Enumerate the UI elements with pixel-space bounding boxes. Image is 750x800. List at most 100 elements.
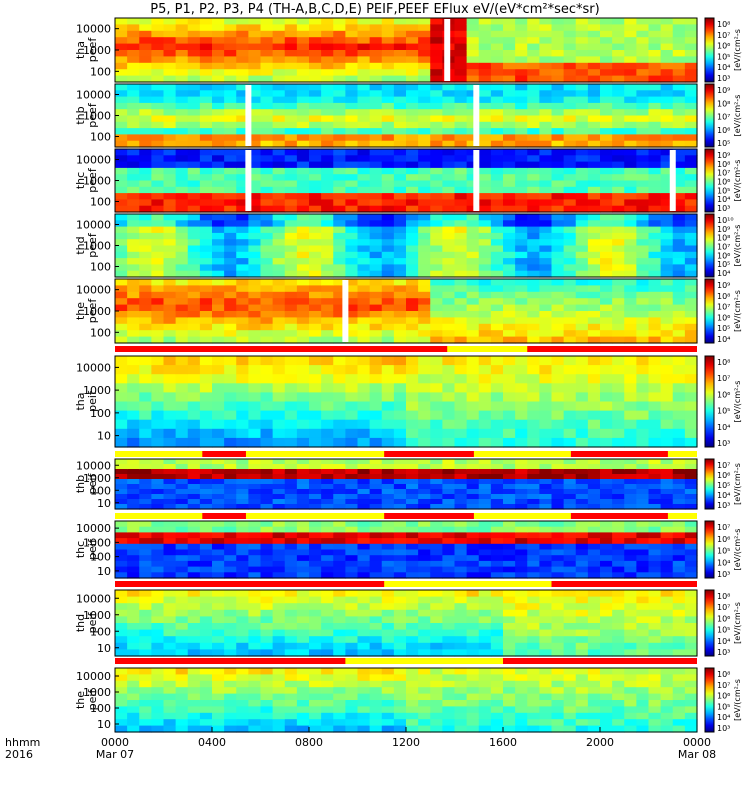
heatmap-cell [321,521,334,528]
heatmap-cell [236,24,249,32]
heatmap-cell [345,193,359,200]
heatmap-cell [224,285,237,293]
heatmap-cell [539,484,553,490]
heatmap-cell [187,459,201,465]
heatmap-cell [478,392,492,403]
heatmap-cell [224,30,237,38]
heatmap-cell [224,121,237,129]
heatmap-cell [478,636,492,644]
heatmap-cell [600,560,613,568]
heatmap-cell [636,401,650,412]
heatmap-cell [418,330,431,338]
heatmap-cell [612,69,625,77]
heatmap-cell [309,484,322,490]
heatmap-cell [515,504,528,510]
heatmap-cell [236,134,249,142]
heatmap-cell [539,532,553,539]
heatmap-cell [272,232,286,240]
heatmap-cell [430,383,443,393]
heatmap-cell [600,304,613,312]
heatmap-cell [563,174,577,182]
heatmap-cell [478,75,492,83]
heatmap-cell [236,680,249,688]
heatmap-cell [381,128,395,135]
heatmap-cell [612,56,625,64]
heatmap-cell [139,193,152,200]
heatmap-cell [163,174,177,182]
heatmap-cell [175,193,189,200]
heatmap-cell [648,56,662,64]
heatmap-cell [139,311,152,318]
heatmap-cell [563,464,577,470]
heatmap-cell [369,521,383,528]
heatmap-cell [515,479,528,485]
heatmap-cell [490,43,504,51]
heatmap-cell [539,56,553,64]
heatmap-cell [369,532,383,539]
heatmap-cell [454,251,468,259]
heatmap-cell [321,298,334,306]
heatmap-cell [684,474,698,480]
colorbar-tick-label: 10³ [717,74,730,83]
colorbar-tick-label: 10⁶ [717,178,730,187]
heatmap-cell [357,245,371,253]
heatmap-cell [369,596,383,604]
heatmap-cell [296,96,310,104]
heatmap-cell [587,56,601,64]
heatmap-cell [406,167,419,175]
heatmap-cell [612,291,625,299]
heatmap-cell [393,532,407,539]
heatmap-cell [139,504,152,510]
heatmap-cell [563,214,577,221]
heatmap-cell [393,680,407,688]
heatmap-cell [309,499,322,505]
heatmap-cell [612,155,625,163]
heatmap-cell [127,616,140,624]
heatmap-cell [600,245,613,253]
heatmap-cell [260,437,274,448]
heatmap-cell [563,712,577,720]
heatmap-cell [539,629,553,637]
heatmap-cell [648,700,662,707]
heatmap-cell [478,18,492,25]
heatmap-cell [672,616,686,624]
heatmap-cell [503,149,516,156]
heatmap-cell [527,543,540,551]
heatmap-cell [345,298,359,306]
heatmap-cell [393,50,407,57]
heatmap-cell [163,69,177,77]
heatmap-cell [515,629,528,637]
heatmap-cell [333,479,346,485]
heatmap-cell [430,693,443,701]
heatmap-cell [151,616,165,624]
heatmap-cell [187,220,201,228]
heatmap-cell [478,115,492,123]
heatmap-cell [151,102,165,110]
heatmap-cell [600,239,613,247]
heatmap-cell [175,50,189,57]
heatmap-cell [612,167,625,175]
heatmap-cell [660,549,674,556]
colorbar-tick-label: 10⁷ [717,31,730,40]
y-tick-label: 10000 [76,89,111,102]
heatmap-cell [636,489,650,495]
heatmap-cell [490,489,504,495]
heatmap-cell [406,649,419,657]
heatmap-cell [248,623,262,631]
heatmap-cell [563,526,577,533]
heatmap-cell [321,285,334,293]
heatmap-cell [575,549,589,556]
heatmap-cell [478,616,492,624]
heatmap-cell [321,687,334,695]
heatmap-cell [490,649,504,657]
heatmap-cell [321,668,334,675]
heatmap-cell [600,24,613,32]
heatmap-cell [539,383,553,393]
heatmap-cell [139,96,152,104]
heatmap-cell [236,56,249,64]
heatmap-cell [490,317,504,325]
heatmap-cell [648,258,662,265]
heatmap-cell [369,245,383,253]
heatmap-cell [139,56,152,64]
heatmap-cell [478,356,492,366]
